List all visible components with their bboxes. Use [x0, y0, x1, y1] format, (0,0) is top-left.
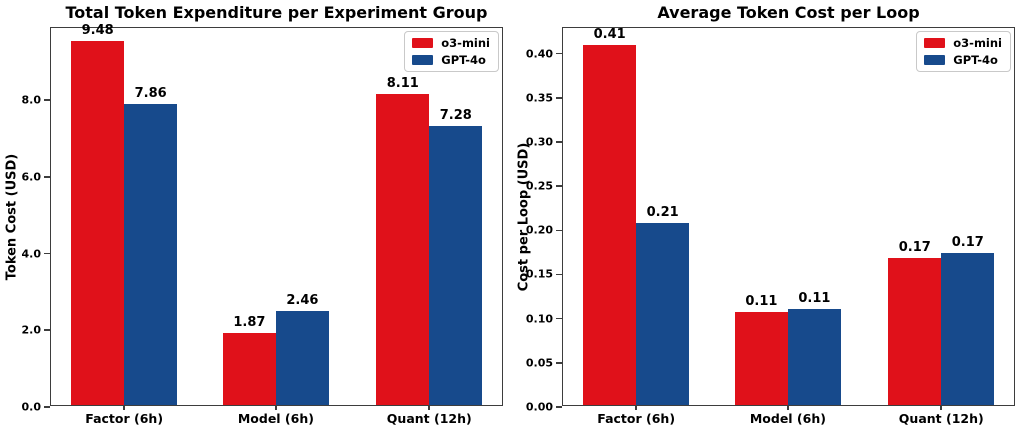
y-tick-label: 0.20: [525, 223, 553, 237]
y-tick-mark: [44, 99, 50, 101]
legend: o3-mini GPT-4o: [404, 31, 499, 73]
bar-o3-mini-quant-12h: [888, 258, 942, 405]
bar-value-label: 8.11: [386, 75, 419, 91]
bar-value-label: 7.28: [439, 107, 472, 123]
x-tick-mark: [787, 405, 789, 410]
y-tick-mark: [44, 406, 50, 408]
bar-o3-mini-model-6h: [222, 333, 276, 405]
x-category-label: Quant (12h): [386, 411, 472, 426]
legend-label: GPT-4o: [441, 52, 486, 67]
y-tick-label: 0.40: [525, 47, 553, 61]
x-category-label: Factor (6h): [85, 411, 164, 426]
legend-swatch-gpt-4o-icon: [924, 54, 946, 65]
bar-value-label: 0.41: [593, 26, 626, 42]
bar-gpt-4o-quant-12h: [429, 125, 483, 405]
plot-area: 0.00 0.05 0.10 0.15 0.20 0.25 0.30 0.35 0.40 Fact…: [526, 26, 1015, 425]
y-tick-label: 0.10: [525, 312, 553, 326]
y-tick-mark: [556, 229, 562, 232]
bar-value-label: 0.21: [646, 205, 679, 221]
legend-row-gpt-4o: GPT-4o: [924, 52, 1002, 67]
bar-gpt-4o-model-6h: [275, 310, 329, 405]
bar-o3-mini-factor-6h: [71, 41, 125, 405]
y-tick-label: 0.00: [525, 400, 553, 414]
x-category-label: Model (6h): [749, 411, 826, 426]
y-tick-mark: [44, 176, 50, 178]
bar-gpt-4o-quant-12h: [941, 253, 995, 405]
x-tick-mark: [635, 405, 637, 410]
y-tick-label: 2.0: [21, 323, 42, 337]
y-tick-mark: [556, 185, 562, 187]
bar-value-label: 0.17: [951, 235, 984, 251]
chart-panel-total-token-expenditure-per-experiment-group: Total Token Expenditure per Experiment G…: [5, 3, 503, 425]
y-tick-label: 0.05: [525, 356, 553, 370]
legend-swatch-o3-mini-icon: [924, 38, 946, 49]
legend-row-o3-mini: o3-mini: [924, 37, 1002, 50]
bar-value-label: 0.17: [898, 240, 931, 256]
y-tick-label: 0.30: [525, 135, 553, 149]
x-tick-mark: [940, 405, 943, 410]
bar-value-label: 7.86: [134, 85, 167, 101]
y-tick-mark: [556, 96, 562, 99]
y-tick-label: 8.0: [21, 93, 42, 107]
legend-label: GPT-4o: [953, 52, 998, 67]
legend-swatch-o3-mini-icon: [412, 38, 434, 49]
y-tick-mark: [556, 317, 562, 320]
y-tick-mark: [556, 52, 562, 55]
bar-value-label: 2.46: [286, 292, 319, 308]
bar-gpt-4o-model-6h: [787, 308, 841, 405]
bar-o3-mini-quant-12h: [376, 93, 430, 405]
bar-gpt-4o-factor-6h: [124, 103, 178, 405]
x-tick-mark: [428, 405, 431, 410]
x-tick-mark: [123, 405, 125, 410]
y-tick-mark: [44, 252, 50, 255]
legend-label: o3-mini: [953, 36, 1002, 50]
y-tick-label: 0.35: [525, 91, 553, 105]
legend-row-o3-mini: o3-mini: [412, 37, 490, 50]
chart-panel-average-token-cost-per-loop: Average Token Cost per Loop Cost per Loop…: [512, 0, 1024, 434]
legend-swatch-gpt-4o-icon: [412, 54, 434, 65]
bar-value-label: 0.11: [798, 290, 831, 306]
plot-area: 0.0 2.0 4.0 6.0 8.0 Factor (6h) 9.48 7.86 Model …: [22, 23, 503, 425]
bar-value-label: 0.11: [745, 294, 778, 310]
x-category-label: Model (6h): [237, 411, 314, 426]
x-category-label: Quant (12h): [898, 411, 984, 426]
bar-o3-mini-model-6h: [734, 312, 788, 405]
bar-o3-mini-factor-6h: [583, 44, 637, 405]
y-tick-mark: [556, 141, 562, 143]
y-tick-label: 0.15: [525, 267, 553, 281]
y-tick-label: 0.0: [21, 400, 42, 414]
x-category-label: Factor (6h): [597, 411, 676, 426]
y-tick-mark: [556, 273, 562, 276]
chart-title: Average Token Cost per Loop: [657, 3, 920, 22]
y-tick-mark: [44, 329, 50, 332]
legend-row-gpt-4o: GPT-4o: [412, 52, 490, 67]
x-tick-mark: [275, 405, 277, 410]
y-tick-mark: [556, 406, 562, 408]
bar-value-label: 9.48: [81, 23, 114, 39]
y-tick-label: 4.0: [21, 247, 42, 261]
y-tick-label: 0.25: [525, 179, 553, 193]
legend: o3-mini GPT-4o: [916, 31, 1011, 73]
bar-value-label: 1.87: [233, 315, 266, 331]
chart-title: Total Token Expenditure per Experiment G…: [65, 3, 488, 22]
bar-gpt-4o-factor-6h: [636, 223, 690, 405]
legend-label: o3-mini: [441, 36, 490, 50]
y-tick-label: 6.0: [21, 170, 42, 184]
y-tick-mark: [556, 362, 562, 364]
